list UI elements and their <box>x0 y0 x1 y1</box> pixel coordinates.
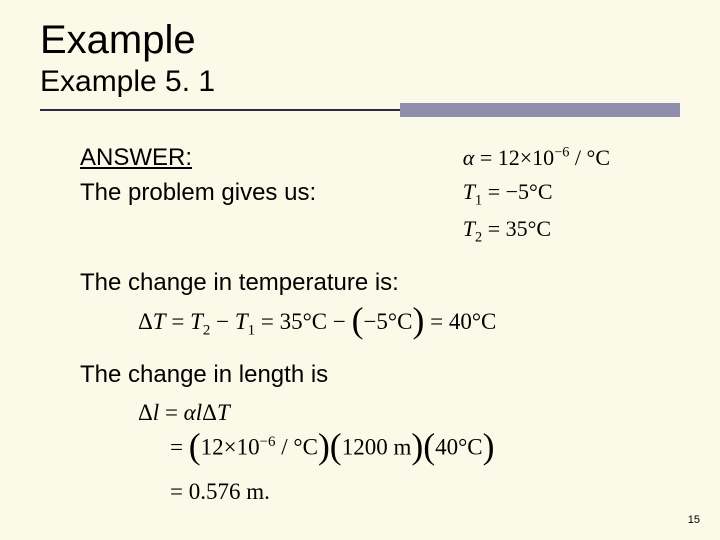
answer-label: ANSWER: <box>80 141 316 176</box>
intro-row: ANSWER: The problem gives us: α = 12×10−… <box>80 141 670 248</box>
gives-us-text: The problem gives us: <box>80 176 316 211</box>
change-temp-label: The change in temperature is: <box>80 266 670 301</box>
t1-equation: T1 = −5°C <box>463 175 610 212</box>
page-number: 15 <box>688 514 700 526</box>
intro-left: ANSWER: The problem gives us: <box>80 141 316 211</box>
given-equations: α = 12×10−6 / °C T1 = −5°C T2 = 35°C <box>463 141 670 248</box>
delta-t-equation: ΔT = T2 − T1 = 35°C − (−5°C) = 40°C <box>80 309 670 340</box>
alpha-equation: α = 12×10−6 / °C <box>463 141 610 175</box>
change-length-label: The change in length is <box>80 358 670 393</box>
content-area: ANSWER: The problem gives us: α = 12×10−… <box>40 141 680 505</box>
slide: Example Example 5. 1 ANSWER: The problem… <box>0 0 720 540</box>
result-equation: = 0.576 m. <box>80 479 670 505</box>
rule-accent-box <box>400 103 680 117</box>
calc-equation: = (12×10−6 / °C)(1200 m)(40°C) <box>80 434 670 461</box>
t2-equation: T2 = 35°C <box>463 212 610 249</box>
slide-title: Example <box>40 18 680 63</box>
delta-l-equation: Δl = αlΔT <box>80 400 670 426</box>
title-rule <box>40 103 680 117</box>
slide-subtitle: Example 5. 1 <box>40 65 680 99</box>
